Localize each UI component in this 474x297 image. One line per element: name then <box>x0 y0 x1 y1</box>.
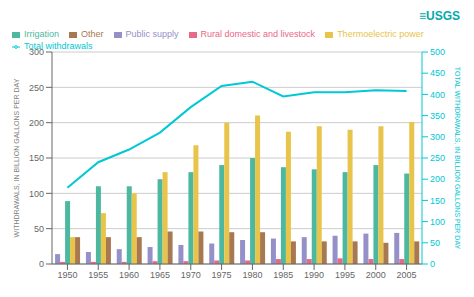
svg-text:1965: 1965 <box>150 270 170 280</box>
svg-text:1990: 1990 <box>304 270 324 280</box>
svg-text:350: 350 <box>430 111 445 121</box>
svg-text:0: 0 <box>39 259 44 269</box>
svg-text:200: 200 <box>430 174 445 184</box>
svg-text:1950: 1950 <box>57 270 77 280</box>
svg-text:450: 450 <box>430 68 445 78</box>
svg-text:300: 300 <box>430 132 445 142</box>
svg-text:50: 50 <box>34 224 44 234</box>
svg-text:100: 100 <box>29 189 44 199</box>
svg-text:250: 250 <box>430 153 445 163</box>
svg-text:1970: 1970 <box>181 270 201 280</box>
svg-text:1995: 1995 <box>335 270 355 280</box>
svg-text:50: 50 <box>430 238 440 248</box>
svg-text:2000: 2000 <box>366 270 386 280</box>
svg-text:150: 150 <box>29 153 44 163</box>
svg-text:1955: 1955 <box>88 270 108 280</box>
svg-text:150: 150 <box>430 196 445 206</box>
svg-text:2005: 2005 <box>397 270 417 280</box>
svg-text:400: 400 <box>430 90 445 100</box>
svg-text:1980: 1980 <box>242 270 262 280</box>
svg-text:200: 200 <box>29 118 44 128</box>
svg-text:1985: 1985 <box>273 270 293 280</box>
svg-text:TOTAL WITHDRAWALS, IN BILLION: TOTAL WITHDRAWALS, IN BILLION GALLONS PE… <box>454 67 461 250</box>
svg-text:300: 300 <box>29 47 44 57</box>
svg-text:0: 0 <box>430 259 435 269</box>
svg-text:250: 250 <box>29 83 44 93</box>
svg-text:100: 100 <box>430 217 445 227</box>
svg-text:1960: 1960 <box>119 270 139 280</box>
svg-text:1975: 1975 <box>212 270 232 280</box>
svg-text:500: 500 <box>430 47 445 57</box>
svg-text:WITHDRAWALS, IN BILLION GALLON: WITHDRAWALS, IN BILLION GALLONS PER DAY <box>13 78 20 237</box>
